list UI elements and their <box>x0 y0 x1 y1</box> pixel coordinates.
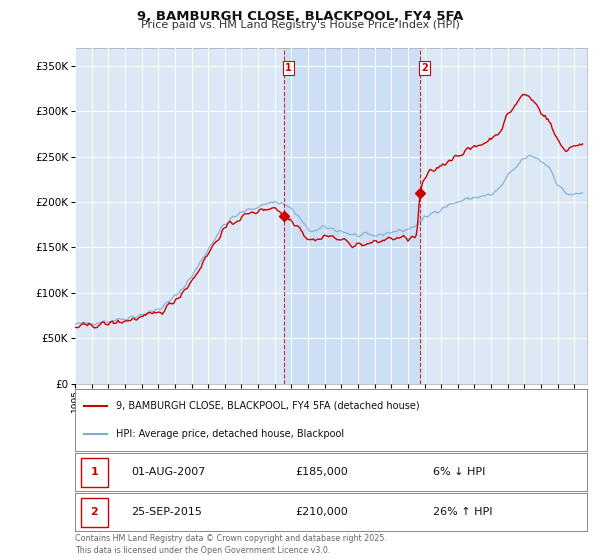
Text: 1: 1 <box>285 63 292 73</box>
Text: 2: 2 <box>421 63 428 73</box>
Text: 1: 1 <box>91 467 98 477</box>
FancyBboxPatch shape <box>81 498 108 527</box>
Bar <box>284 48 420 384</box>
Text: 9, BAMBURGH CLOSE, BLACKPOOL, FY4 5FA: 9, BAMBURGH CLOSE, BLACKPOOL, FY4 5FA <box>137 10 463 23</box>
Text: £185,000: £185,000 <box>295 467 348 477</box>
Text: Price paid vs. HM Land Registry's House Price Index (HPI): Price paid vs. HM Land Registry's House … <box>140 20 460 30</box>
Text: £210,000: £210,000 <box>295 507 348 517</box>
Text: 6% ↓ HPI: 6% ↓ HPI <box>433 467 485 477</box>
Text: 26% ↑ HPI: 26% ↑ HPI <box>433 507 493 517</box>
Text: Contains HM Land Registry data © Crown copyright and database right 2025.
This d: Contains HM Land Registry data © Crown c… <box>75 534 387 555</box>
Text: HPI: Average price, detached house, Blackpool: HPI: Average price, detached house, Blac… <box>116 429 344 439</box>
Text: 01-AUG-2007: 01-AUG-2007 <box>131 467 206 477</box>
FancyBboxPatch shape <box>81 458 108 487</box>
Text: 25-SEP-2015: 25-SEP-2015 <box>131 507 202 517</box>
Text: 9, BAMBURGH CLOSE, BLACKPOOL, FY4 5FA (detached house): 9, BAMBURGH CLOSE, BLACKPOOL, FY4 5FA (d… <box>116 401 419 411</box>
Text: 2: 2 <box>91 507 98 517</box>
